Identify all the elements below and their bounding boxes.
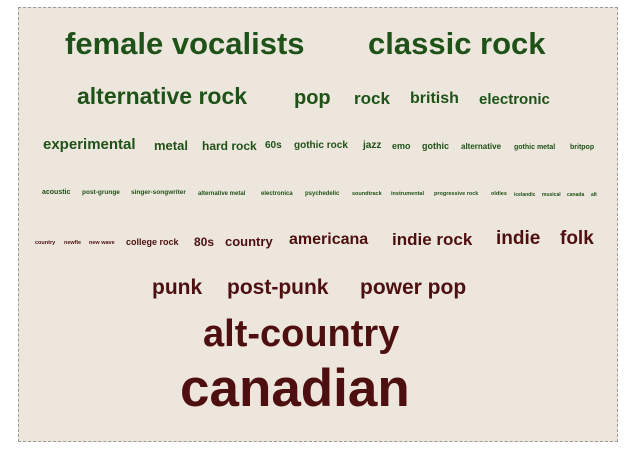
tag-link[interactable]: icelandic	[514, 192, 536, 198]
tag-link[interactable]: britpop	[570, 144, 595, 151]
tag-link[interactable]: experimental	[43, 136, 136, 153]
tag-link[interactable]: hard rock	[202, 139, 257, 153]
tag-link[interactable]: alternative metal	[198, 191, 246, 197]
tag-link[interactable]: 60s	[265, 140, 282, 151]
tag-link[interactable]: post-punk	[227, 276, 329, 299]
tag-link[interactable]: metal	[154, 138, 188, 153]
tag-link[interactable]: female vocalists	[65, 26, 305, 61]
tag-link[interactable]: acoustic	[42, 189, 71, 196]
tag-link[interactable]: oldies	[491, 191, 507, 197]
tag-link[interactable]: canadian	[180, 359, 410, 418]
tag-link[interactable]: country	[225, 234, 273, 249]
tag-link[interactable]: indie rock	[392, 230, 473, 249]
tag-link[interactable]: 80s	[194, 235, 215, 249]
tag-link[interactable]: electronica	[261, 191, 293, 197]
tag-link[interactable]: college rock	[126, 237, 179, 247]
tag-link[interactable]: musical	[542, 192, 561, 198]
tag-link[interactable]: progressive rock	[434, 191, 479, 197]
tag-link[interactable]: gothic	[422, 141, 449, 151]
tag-link[interactable]: newfie	[64, 240, 82, 246]
tag-link[interactable]: jazz	[363, 140, 382, 151]
tag-link[interactable]: alternative	[461, 142, 502, 151]
tag-cloud: female vocalists classic rock alternativ…	[18, 7, 618, 442]
tag-link[interactable]: alternative rock	[77, 83, 248, 109]
tag-link[interactable]: power pop	[360, 276, 467, 299]
tag-link[interactable]: indie	[496, 228, 541, 249]
tag-link[interactable]: country	[35, 240, 56, 246]
tag-link[interactable]: alt-country	[203, 313, 400, 355]
tag-link[interactable]: emo	[392, 141, 411, 151]
tag-link[interactable]: gothic rock	[294, 140, 348, 151]
tag-link[interactable]: post-grunge	[82, 189, 120, 196]
tag-link[interactable]: americana	[289, 231, 369, 248]
tag-link[interactable]: instrumental	[391, 191, 425, 197]
tag-link[interactable]: canada	[567, 192, 585, 198]
tag-link[interactable]: rock	[354, 89, 390, 108]
tag-link[interactable]: british	[410, 90, 459, 107]
tag-link[interactable]: psychedelic	[305, 191, 340, 197]
tag-link[interactable]: soundtrack	[352, 191, 382, 197]
tag-link[interactable]: singer-songwriter	[131, 189, 186, 196]
tag-link[interactable]: gothic metal	[514, 144, 556, 151]
tag-link[interactable]: punk	[152, 276, 203, 299]
tag-link[interactable]: alt	[591, 192, 597, 198]
tag-link[interactable]: electronic	[479, 91, 550, 108]
tag-link[interactable]: folk	[560, 228, 594, 249]
tag-link[interactable]: new wave	[89, 240, 115, 246]
tag-link[interactable]: classic rock	[368, 26, 546, 61]
tag-link[interactable]: pop	[294, 87, 331, 109]
